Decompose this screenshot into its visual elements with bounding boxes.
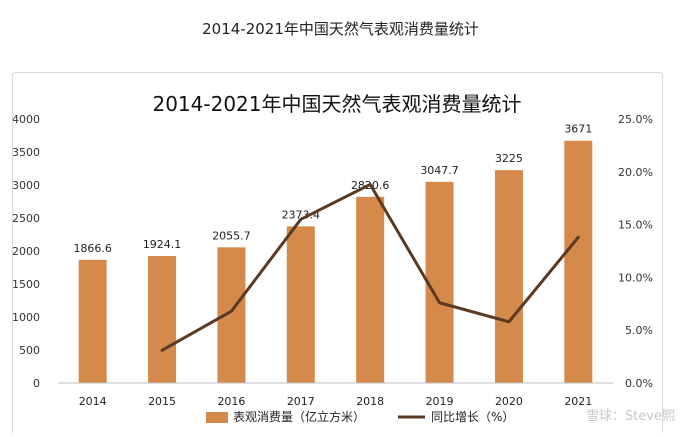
x-axis-tick-label: 2019: [426, 395, 454, 408]
x-axis: 2014 2015 2016 2017 2018 2019 2020 2021: [58, 382, 613, 408]
bar: [148, 256, 177, 383]
bar: [564, 140, 593, 383]
bar: [356, 196, 385, 383]
left-axis-tick-label: 1500: [13, 278, 40, 291]
legend-label-line: 同比增长（%）: [431, 410, 514, 424]
bar: [425, 181, 454, 383]
left-axis-tick-label: 500: [19, 344, 40, 357]
bar: [78, 259, 107, 383]
right-axis-tick-label: 25.0%: [618, 113, 653, 126]
right-axis-tick-label: 20.0%: [618, 166, 653, 179]
left-axis-tick-label: 4000: [13, 113, 40, 126]
right-axis-tick-label: 5.0%: [625, 324, 653, 337]
watermark: 雪球：Steve熙: [585, 409, 675, 424]
legend: 表观消费量（亿立方米） 同比增长（%）: [206, 409, 514, 424]
bar-data-label: 1866.6: [73, 242, 112, 255]
bar-series: [78, 140, 593, 383]
bar-data-label: 3047.7: [420, 164, 459, 177]
x-axis-tick-label: 2020: [495, 395, 523, 408]
x-axis-tick-label: 2017: [287, 395, 315, 408]
left-axis: 0 500 1000 1500 2000 2500 3000 3500 4000: [12, 113, 40, 390]
chart-title: 2014-2021年中国天然气表观消费量统计: [152, 92, 521, 116]
left-axis-tick-label: 3000: [13, 179, 40, 192]
right-axis: 0.0% 5.0% 10.0% 15.0% 20.0% 25.0%: [618, 113, 653, 390]
bar-labels: 1866.6 1924.12055.72373.42820.63047.73225…: [73, 123, 592, 255]
growth-line: [160, 182, 580, 352]
bar: [286, 226, 315, 383]
bar: [494, 170, 523, 383]
left-axis-tick-label: 2000: [13, 245, 40, 258]
right-axis-tick-label: 10.0%: [618, 271, 653, 284]
left-axis-tick-label: 1000: [13, 311, 40, 324]
line-series: [160, 182, 580, 352]
x-axis-tick-label: 2021: [564, 395, 592, 408]
x-axis-tick-label: 2014: [79, 395, 107, 408]
left-axis-tick-label: 0: [33, 377, 40, 390]
bar-data-label: 3225: [495, 152, 523, 165]
left-axis-tick-label: 2500: [13, 212, 40, 225]
bar-data-label: 2055.7: [212, 229, 251, 242]
left-axis-tick-label: 3500: [13, 146, 40, 159]
x-axis-tick-label: 2016: [217, 395, 245, 408]
x-axis-tick-label: 2018: [356, 395, 384, 408]
legend-swatch-bar: [206, 412, 228, 423]
page-title: 2014-2021年中国天然气表观消费量统计: [202, 20, 479, 38]
bar-data-label: 2373.4: [282, 208, 321, 221]
bar-data-label: 3671: [564, 123, 592, 136]
combo-chart: 2014-2021年中国天然气表观消费量统计 0 500 1000 1500 2000 2…: [12, 92, 653, 424]
legend-label-bar: 表观消费量（亿立方米）: [233, 409, 365, 424]
right-axis-tick-label: 15.0%: [618, 219, 653, 232]
chart-card: 2014-2021年中国天然气表观消费量统计 0 500 1000 1500 2000 2…: [12, 72, 663, 433]
bar-data-label: 1924.1: [143, 238, 182, 251]
right-axis-tick-label: 0.0%: [625, 377, 653, 390]
x-axis-tick-label: 2015: [148, 395, 176, 408]
